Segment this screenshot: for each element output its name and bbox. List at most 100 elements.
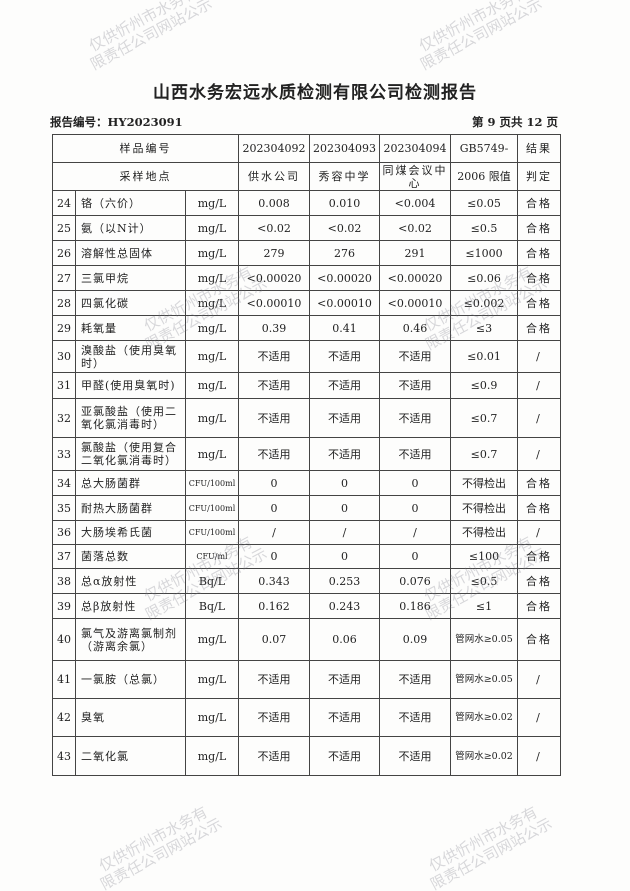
row-number: 41	[52, 660, 76, 699]
table-row: 35 耐热大肠菌群 CFU/100ml 0 0 0 不得检出 合格	[52, 495, 561, 521]
unit: mg/L	[185, 398, 239, 438]
value: 0	[309, 544, 380, 569]
value: 不适用	[379, 660, 451, 699]
item-name: 氨（以N计）	[75, 215, 186, 241]
table-row: 29 耗氧量 mg/L 0.39 0.41 0.46 ≤3 合格	[52, 315, 561, 341]
watermark: 仅供忻州市水务有 限责任公司网站公示	[416, 0, 546, 74]
table-row: 41 一氯胺（总氯） mg/L 不适用 不适用 不适用 管网水≥0.05/	[52, 660, 561, 699]
unit: mg/L	[185, 315, 239, 341]
row-number: 30	[52, 340, 76, 373]
table-row: 32 亚氯酸盐（使用二氧化氯消毒时） mg/L 不适用 不适用 不适用 ≤0.7/	[52, 398, 561, 438]
sample-no: 202304092	[238, 134, 310, 163]
value: 0	[379, 470, 451, 496]
result: 合格	[517, 470, 561, 496]
item-name: 氯酸盐（使用复合二氧化氯消毒时）	[75, 437, 186, 471]
header-row-site: 采样地点 供水公司 秀容中学 同煤会议中心 2006 限值 判定	[52, 162, 561, 191]
value: 0.010	[309, 190, 380, 216]
value: 不适用	[309, 736, 380, 776]
result: /	[517, 372, 561, 399]
limit: ≤0.05	[450, 190, 518, 216]
value: <0.00020	[309, 265, 380, 291]
item-name: 臭氧	[75, 698, 186, 737]
value: 0.243	[309, 593, 380, 619]
site: 秀容中学	[309, 162, 380, 191]
item-name: 耐热大肠菌群	[75, 495, 186, 521]
item-name: 亚氯酸盐（使用二氧化氯消毒时）	[75, 398, 186, 438]
value: <0.004	[379, 190, 451, 216]
value: 279	[238, 240, 310, 266]
site: 供水公司	[238, 162, 310, 191]
result: 合格	[517, 240, 561, 266]
row-number: 38	[52, 568, 76, 594]
value: 不适用	[238, 398, 310, 438]
value: 0	[379, 495, 451, 521]
value: 不适用	[309, 698, 380, 737]
value: 不适用	[379, 437, 451, 471]
unit: Bq/L	[185, 593, 239, 619]
table-row: 43 二氧化氯 mg/L 不适用 不适用 不适用 管网水≥0.02/	[52, 736, 561, 776]
value: <0.00010	[238, 290, 310, 316]
result: 合格	[517, 618, 561, 661]
item-name: 溴酸盐（使用臭氧时）	[75, 340, 186, 373]
value: <0.00010	[379, 290, 451, 316]
row-number: 24	[52, 190, 76, 216]
limit: ≤1000	[450, 240, 518, 266]
limit: 不得检出	[450, 520, 518, 545]
unit: mg/L	[185, 290, 239, 316]
row-number: 28	[52, 290, 76, 316]
site: 同煤会议中心	[379, 162, 451, 191]
value: 0	[309, 470, 380, 496]
limit: 管网水≥0.05	[450, 660, 518, 699]
item-name: 总β放射性	[75, 593, 186, 619]
row-number: 27	[52, 265, 76, 291]
value: 不适用	[379, 698, 451, 737]
row-number: 26	[52, 240, 76, 266]
value: 不适用	[379, 398, 451, 438]
unit: Bq/L	[185, 568, 239, 594]
unit: mg/L	[185, 660, 239, 699]
report-number: 报告编号：HY2023091	[50, 115, 183, 129]
table-row: 37 菌落总数 CFU/ml 0 0 0 ≤100 合格	[52, 544, 561, 569]
value: 不适用	[238, 340, 310, 373]
item-name: 甲醛(使用臭氧时)	[75, 372, 186, 399]
result: /	[517, 698, 561, 737]
value: <0.00020	[238, 265, 310, 291]
value: /	[309, 520, 380, 545]
result: 合格	[517, 265, 561, 291]
row-number: 33	[52, 437, 76, 471]
value: 0	[309, 495, 380, 521]
table-row: 26 溶解性总固体 mg/L 279 276 291 ≤1000 合格	[52, 240, 561, 266]
table-row: 27 三氯甲烷 mg/L <0.00020 <0.00020 <0.00020 ≤0.06 合…	[52, 265, 561, 291]
value: <0.02	[238, 215, 310, 241]
unit: mg/L	[185, 372, 239, 399]
value: /	[238, 520, 310, 545]
value: 不适用	[238, 437, 310, 471]
limit: 不得检出	[450, 495, 518, 521]
value: 不适用	[309, 372, 380, 399]
unit: mg/L	[185, 437, 239, 471]
table-row: 33 氯酸盐（使用复合二氧化氯消毒时） mg/L 不适用 不适用 不适用 ≤0.7/	[52, 437, 561, 471]
value: 291	[379, 240, 451, 266]
limit: ≤0.7	[450, 398, 518, 438]
value: 276	[309, 240, 380, 266]
limit: 管网水≥0.02	[450, 736, 518, 776]
item-name: 三氯甲烷	[75, 265, 186, 291]
limit: ≤0.5	[450, 215, 518, 241]
result: 合格	[517, 190, 561, 216]
limit: ≤0.7	[450, 437, 518, 471]
table-row: 38 总α放射性 Bq/L 0.343 0.253 0.076 ≤0.5 合格	[52, 568, 561, 594]
result: /	[517, 437, 561, 471]
row-number: 35	[52, 495, 76, 521]
unit: mg/L	[185, 698, 239, 737]
unit: CFU/100ml	[185, 470, 239, 496]
result: /	[517, 398, 561, 438]
value: 不适用	[379, 736, 451, 776]
item-name: 氯气及游离氯制剂（游离余氯）	[75, 618, 186, 661]
row-number: 42	[52, 698, 76, 737]
limit: 不得检出	[450, 470, 518, 496]
value: 不适用	[309, 437, 380, 471]
item-name: 菌落总数	[75, 544, 186, 569]
item-name: 溶解性总固体	[75, 240, 186, 266]
result: 合格	[517, 495, 561, 521]
